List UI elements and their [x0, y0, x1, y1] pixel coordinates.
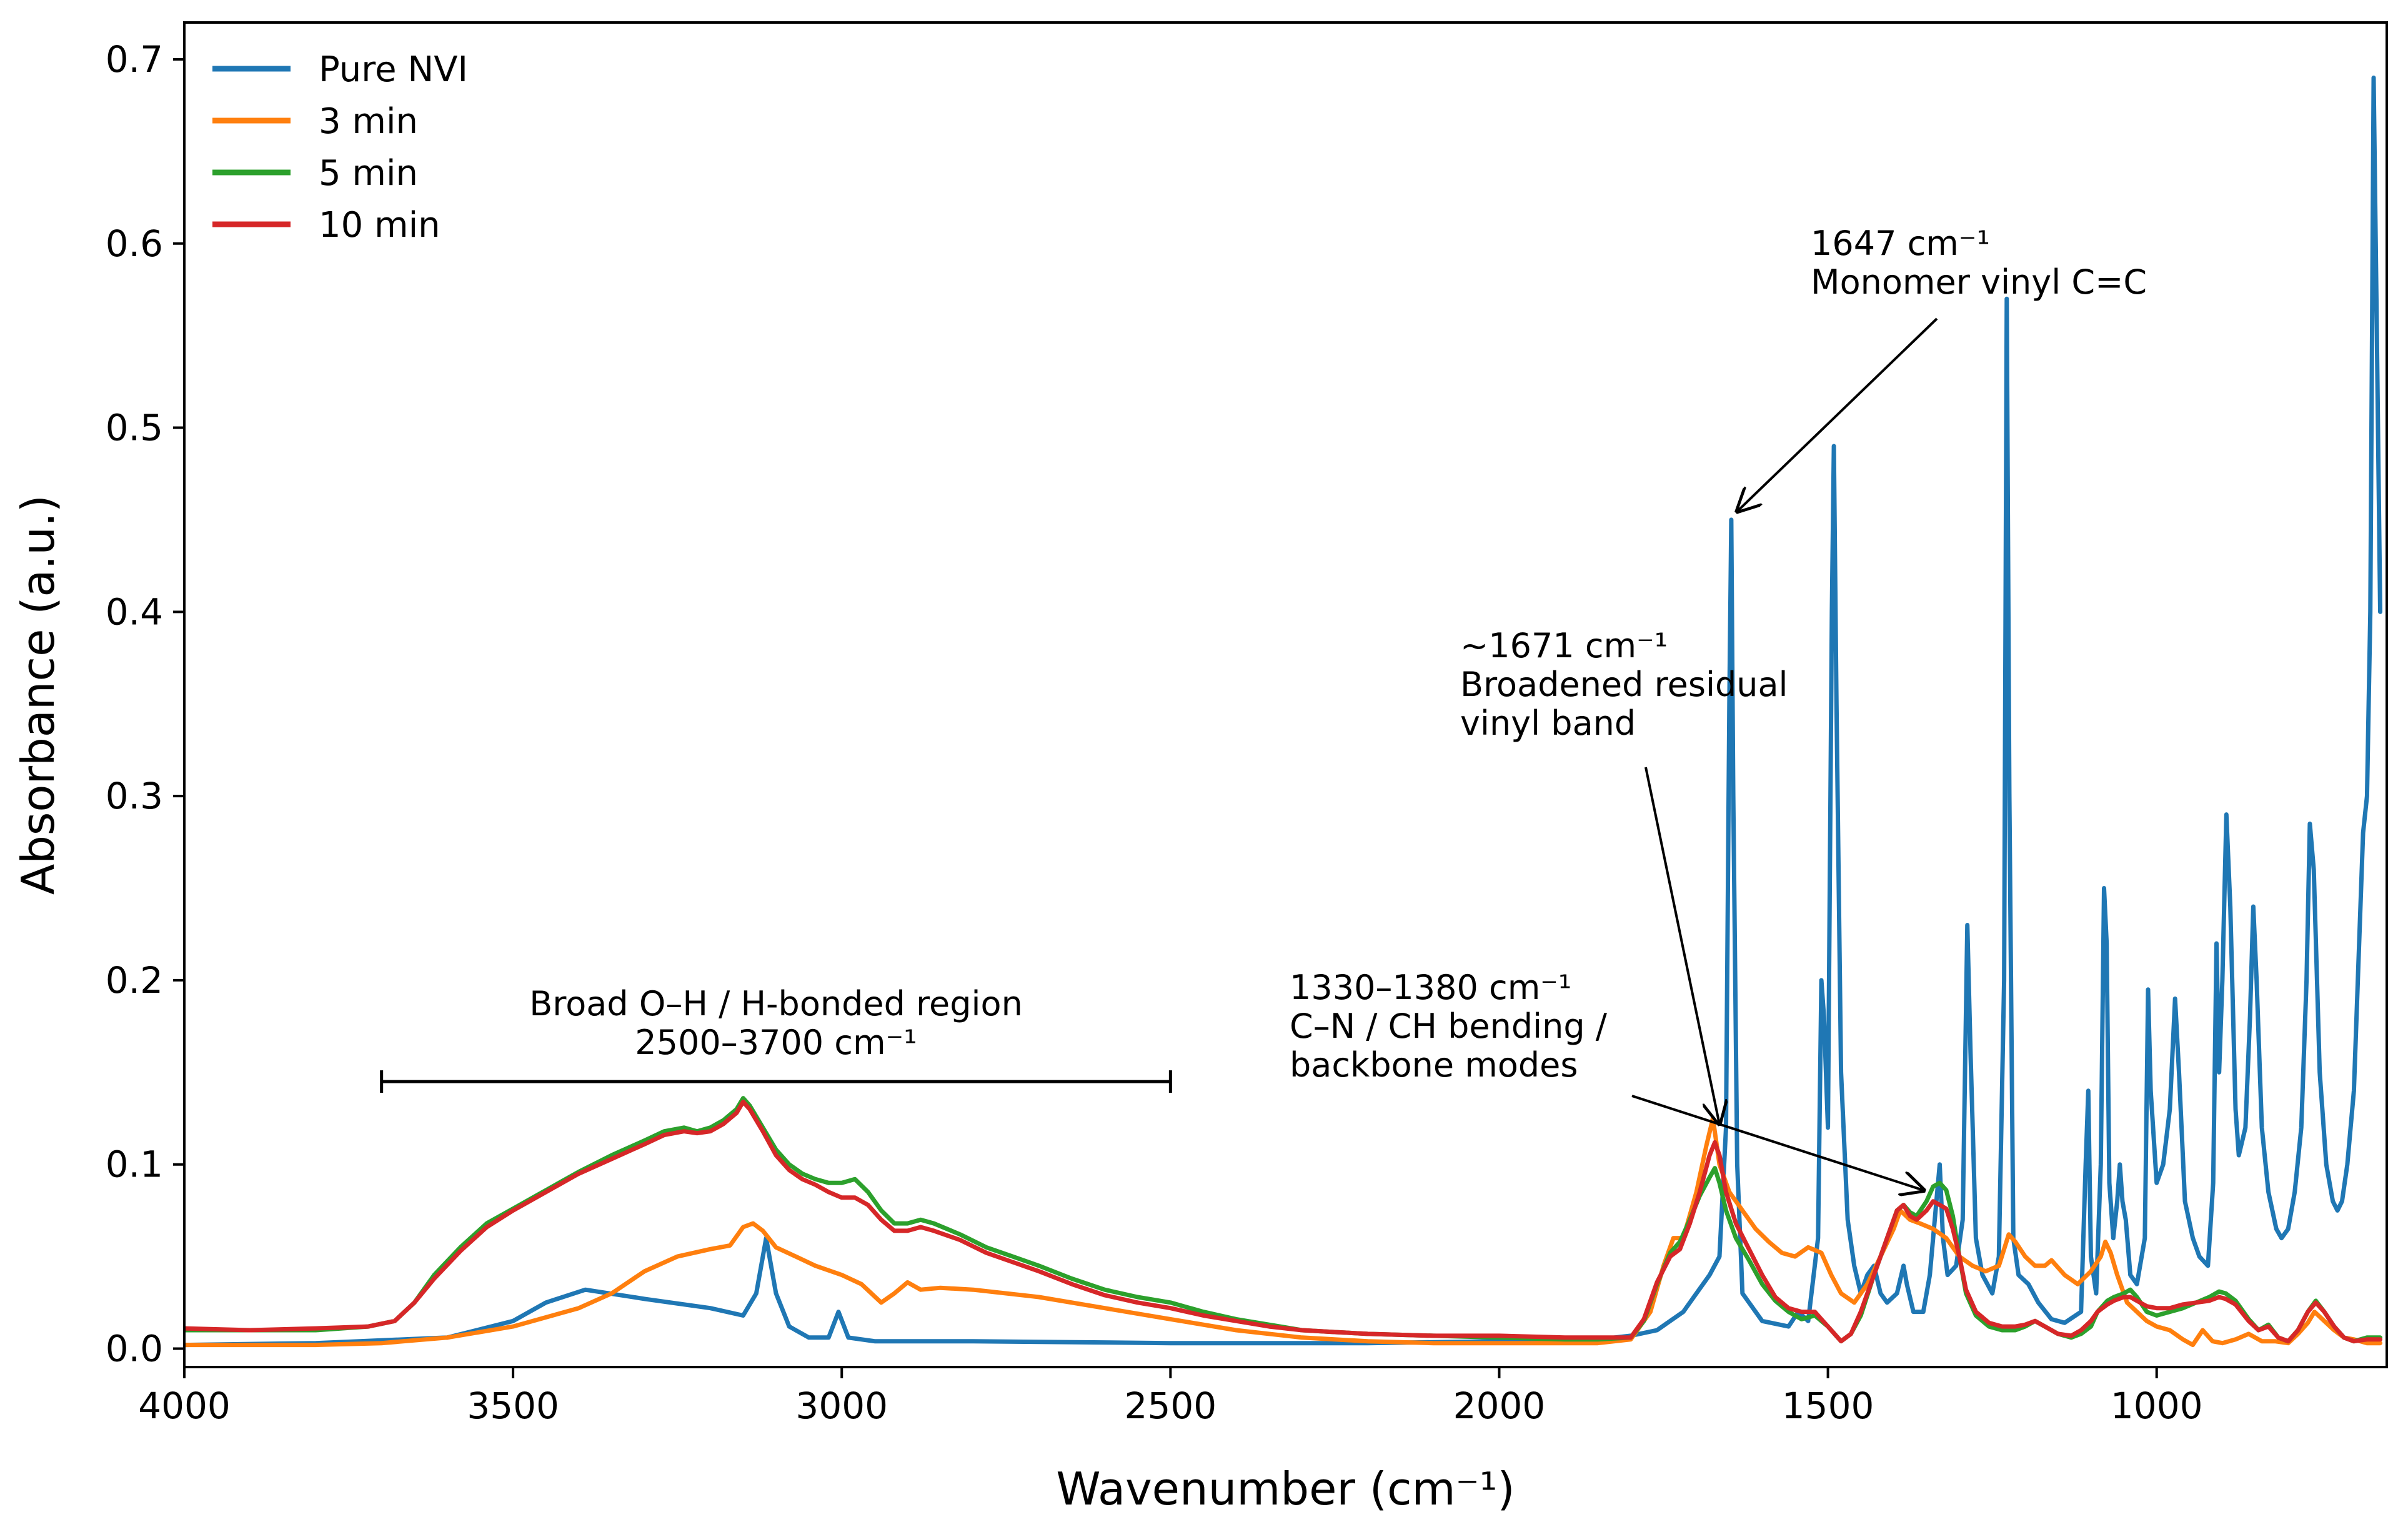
annotation-text: 2500–3700 cm⁻¹ — [635, 1023, 917, 1062]
annotation-text: vinyl band — [1460, 704, 1636, 743]
plot-frame — [183, 21, 2388, 1368]
legend-label: 3 min — [319, 101, 418, 142]
series-layer — [184, 75, 2382, 1348]
annotation-text: ~1671 cm⁻¹ — [1460, 626, 1668, 665]
y-axis-ticks: 0.0 0.1 0.2 0.3 0.4 0.5 0.6 0.7 — [106, 38, 184, 1370]
x-tick-label: 1500 — [1782, 1385, 1874, 1427]
annotation-text: backbone modes — [1290, 1045, 1578, 1085]
y-tick-label: 0.1 — [106, 1143, 163, 1186]
series-line-5-min — [184, 1096, 2382, 1344]
x-tick-label: 3000 — [795, 1385, 888, 1427]
x-axis-label: Wavenumber (cm⁻¹) — [1056, 1463, 1515, 1515]
annotation-arrow — [1738, 317, 1938, 511]
annotation-text: Broad O–H / H-bonded region — [529, 984, 1023, 1023]
annotation-text: Monomer vinyl C=C — [1811, 262, 2147, 302]
legend-label: 5 min — [319, 153, 418, 194]
x-tick-label: 1000 — [2111, 1385, 2203, 1427]
y-tick-label: 0.6 — [106, 222, 163, 265]
y-tick-label: 0.2 — [106, 959, 163, 1002]
legend: Pure NVI 3 min 5 min 10 min — [212, 49, 468, 246]
x-tick-label: 2000 — [1453, 1385, 1546, 1427]
annotation-text: Broadened residual — [1460, 665, 1788, 704]
annotation-arrow — [1631, 1095, 1923, 1190]
x-axis-ticks: 4000 3500 3000 2500 2000 1500 1000 — [138, 1367, 2203, 1427]
x-tick-label: 3500 — [467, 1385, 559, 1427]
annotation-text: C–N / CH bending / — [1290, 1007, 1608, 1046]
series-line-3-min — [184, 1116, 2382, 1348]
legend-label: 10 min — [319, 205, 440, 246]
x-tick-label: 2500 — [1125, 1385, 1217, 1427]
legend-label: Pure NVI — [319, 49, 468, 90]
y-tick-label: 0.0 — [106, 1328, 163, 1370]
x-tick-label: 4000 — [138, 1385, 231, 1427]
y-tick-label: 0.5 — [106, 407, 163, 449]
y-tick-label: 0.3 — [106, 775, 163, 817]
series-line-pure-nvi — [184, 75, 2382, 1348]
y-tick-label: 0.4 — [106, 590, 163, 633]
annotation-text: 1330–1380 cm⁻¹ — [1290, 968, 1571, 1007]
annotation-arrow — [1644, 767, 1719, 1123]
y-tick-label: 0.7 — [106, 38, 163, 81]
series-line-10-min — [184, 1100, 2382, 1344]
y-axis-label: Absorbance (a.u.) — [12, 495, 64, 895]
annotation-text: 1647 cm⁻¹ — [1811, 224, 1990, 263]
